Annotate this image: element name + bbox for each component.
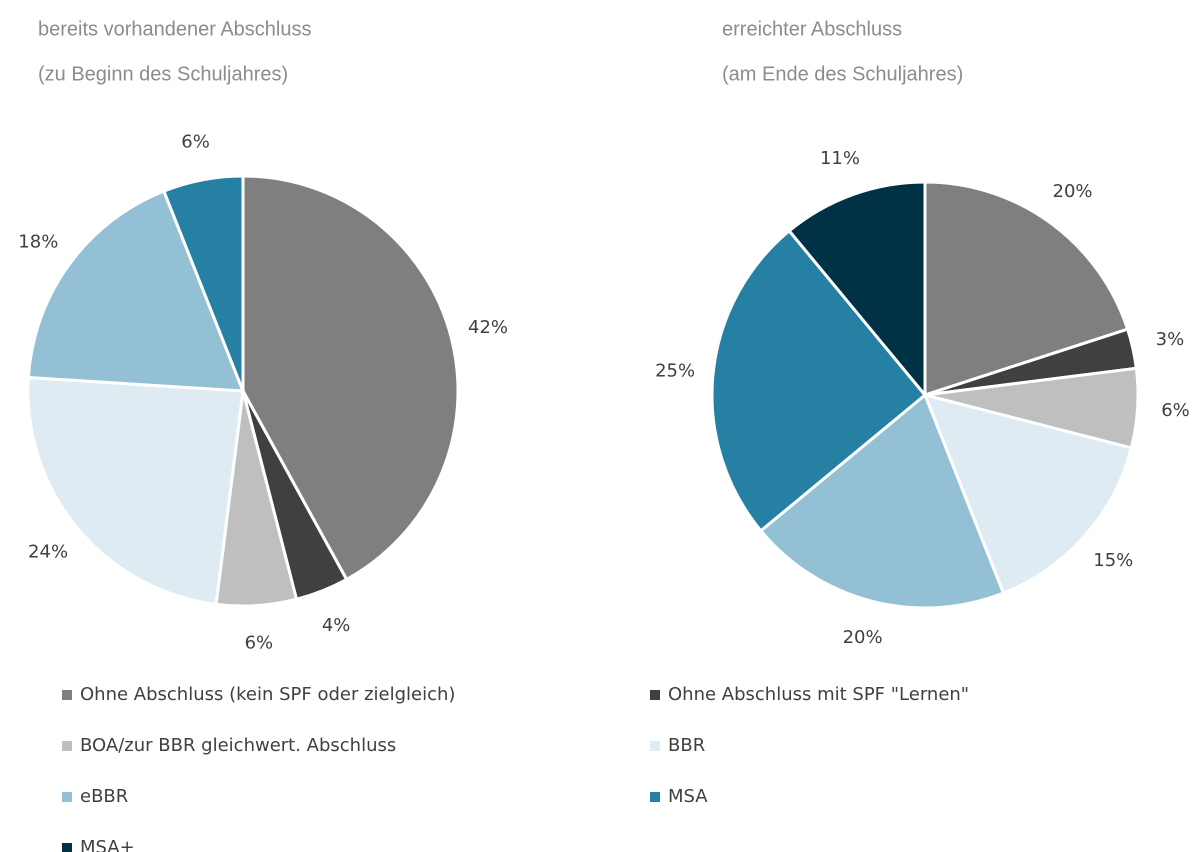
- data-label: 15%: [1093, 550, 1133, 571]
- chart-title: bereits vorhandener Abschluss: [38, 18, 312, 40]
- legend-swatch: [650, 741, 660, 751]
- chart-title: erreichter Abschluss: [722, 18, 902, 40]
- pie-slice: [923, 180, 1130, 398]
- legend-swatch: [650, 792, 660, 802]
- data-label: 4%: [322, 615, 351, 636]
- legend-label: MSA: [668, 786, 708, 807]
- data-label: 6%: [245, 633, 274, 654]
- chart-subtitle: (zu Beginn des Schuljahres): [38, 63, 288, 85]
- data-label: 25%: [655, 360, 695, 381]
- legend-swatch: [650, 690, 660, 700]
- pie-slice: [922, 392, 1134, 595]
- data-label: 18%: [18, 231, 58, 252]
- legend-label: Ohne Abschluss mit SPF "Lernen": [668, 684, 969, 705]
- pie-slice: [758, 392, 1006, 610]
- data-label: 42%: [468, 317, 508, 338]
- data-label: 6%: [181, 131, 210, 152]
- legend-label: Ohne Abschluss (kein SPF oder zielgleich…: [80, 684, 455, 705]
- legend-swatch: [62, 690, 72, 700]
- data-label: 6%: [1161, 400, 1190, 421]
- pie-slice: [161, 174, 245, 392]
- legend-label: MSA+: [80, 837, 135, 852]
- legend-swatch: [62, 843, 72, 852]
- pie-slice: [787, 180, 927, 400]
- legend-swatch: [62, 792, 72, 802]
- pie-slice: [710, 228, 928, 533]
- pie-slice: [26, 375, 245, 606]
- legend-label: BOA/zur BBR gleichwert. Abschluss: [80, 735, 396, 756]
- legend-label: BBR: [668, 735, 705, 756]
- legend-swatch: [62, 741, 72, 751]
- data-label: 3%: [1156, 329, 1185, 350]
- data-label: 20%: [843, 627, 883, 648]
- data-label: 11%: [820, 148, 860, 169]
- pie-slice: [241, 174, 460, 582]
- pie-slice: [26, 189, 246, 393]
- data-label: 20%: [1053, 181, 1093, 202]
- data-label: 24%: [28, 541, 68, 562]
- legend-label: eBBR: [80, 786, 128, 807]
- chart-subtitle: (am Ende des Schuljahres): [722, 63, 963, 85]
